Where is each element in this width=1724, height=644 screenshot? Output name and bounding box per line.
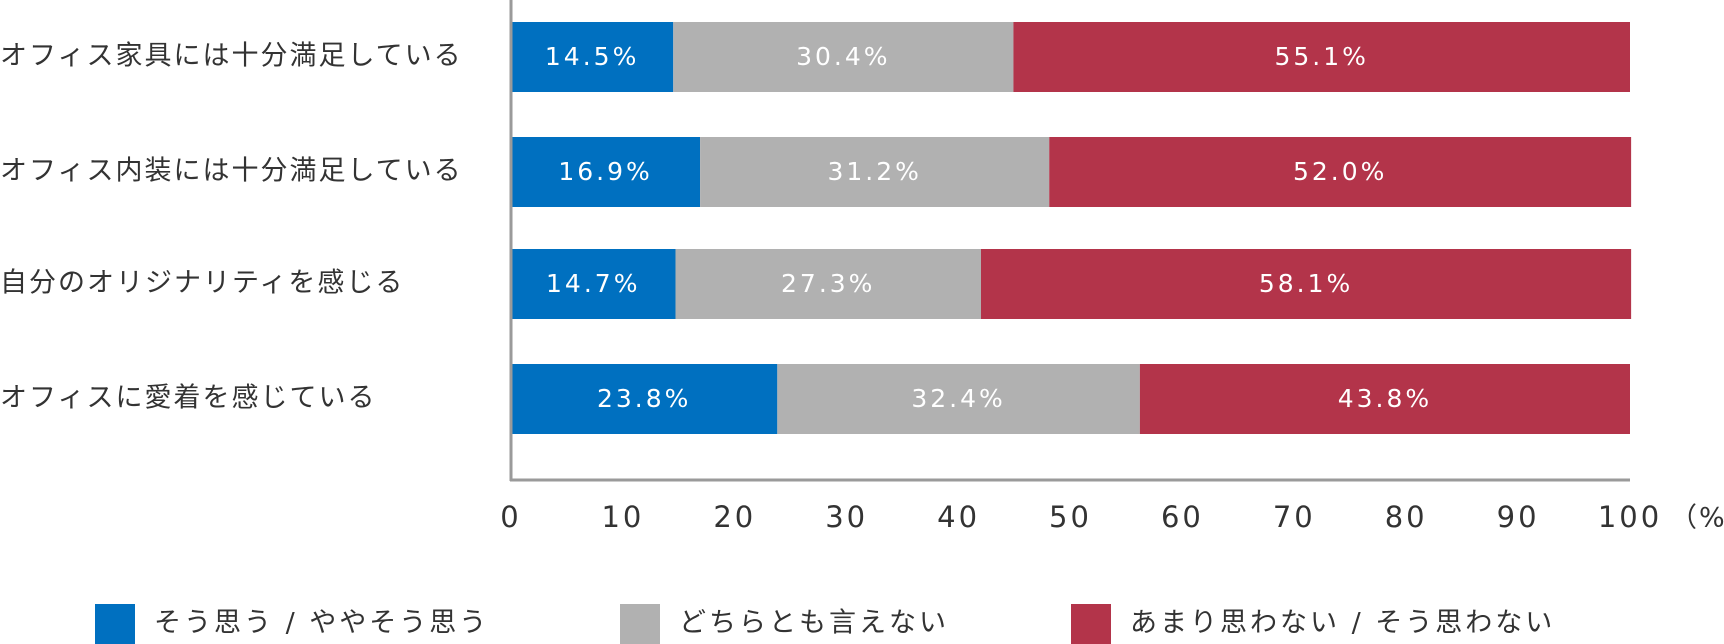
bars: 14.5% 30.4% 55.1% 16.9% 31.2% 52.0% 14.7% 27.3%… <box>511 22 1632 434</box>
bar-segment <box>673 22 1014 92</box>
x-tick-label: 90 <box>1497 500 1540 534</box>
legend-label: あまり思わない / そう思わない <box>1130 608 1555 639</box>
data-label: 30.4% <box>796 42 890 71</box>
data-label: 43.8% <box>1338 384 1432 413</box>
bar-segment <box>511 364 778 434</box>
data-label: 58.1% <box>1259 269 1353 298</box>
bar-segment <box>700 137 1050 207</box>
x-tick-label: 60 <box>1161 500 1204 534</box>
legend-swatch <box>1071 604 1111 644</box>
legend: そう思う / ややそう思う どちらとも言えない あまり思わない / そう思わない <box>95 604 1555 644</box>
bar-segment <box>1013 22 1630 92</box>
x-tick-label: 40 <box>937 500 980 534</box>
data-label: 55.1% <box>1275 42 1369 71</box>
bar-segment <box>980 249 1632 319</box>
bar-segment <box>1139 364 1630 434</box>
x-tick-label: 10 <box>601 500 644 534</box>
legend-label: どちらとも言えない <box>679 608 949 639</box>
x-tick-labels: 0 10 20 30 40 50 60 70 80 90 100 （%） <box>500 500 1724 534</box>
data-label: 31.2% <box>827 157 921 186</box>
bar-segment <box>511 249 676 319</box>
data-label: 14.5% <box>545 42 639 71</box>
x-tick-label: 80 <box>1385 500 1428 534</box>
category-label: 自分のオリジナリティを感じる <box>0 268 404 299</box>
category-label: オフィス家具には十分満足している <box>0 41 463 72</box>
data-label: 27.3% <box>781 269 875 298</box>
bar-segment <box>511 137 701 207</box>
legend-swatch <box>620 604 660 644</box>
x-tick-label: 20 <box>713 500 756 534</box>
x-tick-label: 30 <box>825 500 868 534</box>
legend-swatch <box>95 604 135 644</box>
bar-segment <box>777 364 1140 434</box>
x-tick-label: 70 <box>1273 500 1316 534</box>
data-label: 52.0% <box>1293 157 1387 186</box>
bar-segment <box>675 249 981 319</box>
x-tick-label: 50 <box>1049 500 1092 534</box>
category-label: オフィスに愛着を感じている <box>0 383 376 414</box>
bar-segment <box>1049 137 1632 207</box>
data-label: 16.9% <box>558 157 652 186</box>
data-label: 23.8% <box>597 384 691 413</box>
axes <box>509 0 1630 482</box>
x-tick-label: 100 <box>1598 500 1662 534</box>
x-tick-label: 0 <box>500 500 521 534</box>
x-axis-unit: （%） <box>1670 503 1724 534</box>
legend-label: そう思う / ややそう思う <box>154 608 489 639</box>
category-labels: オフィス家具には十分満足しているオフィス内装には十分満足している自分のオリジナリ… <box>0 41 463 414</box>
data-label: 14.7% <box>546 269 640 298</box>
category-label: オフィス内装には十分満足している <box>0 156 463 187</box>
bar-segment <box>511 22 674 92</box>
data-label: 32.4% <box>911 384 1005 413</box>
